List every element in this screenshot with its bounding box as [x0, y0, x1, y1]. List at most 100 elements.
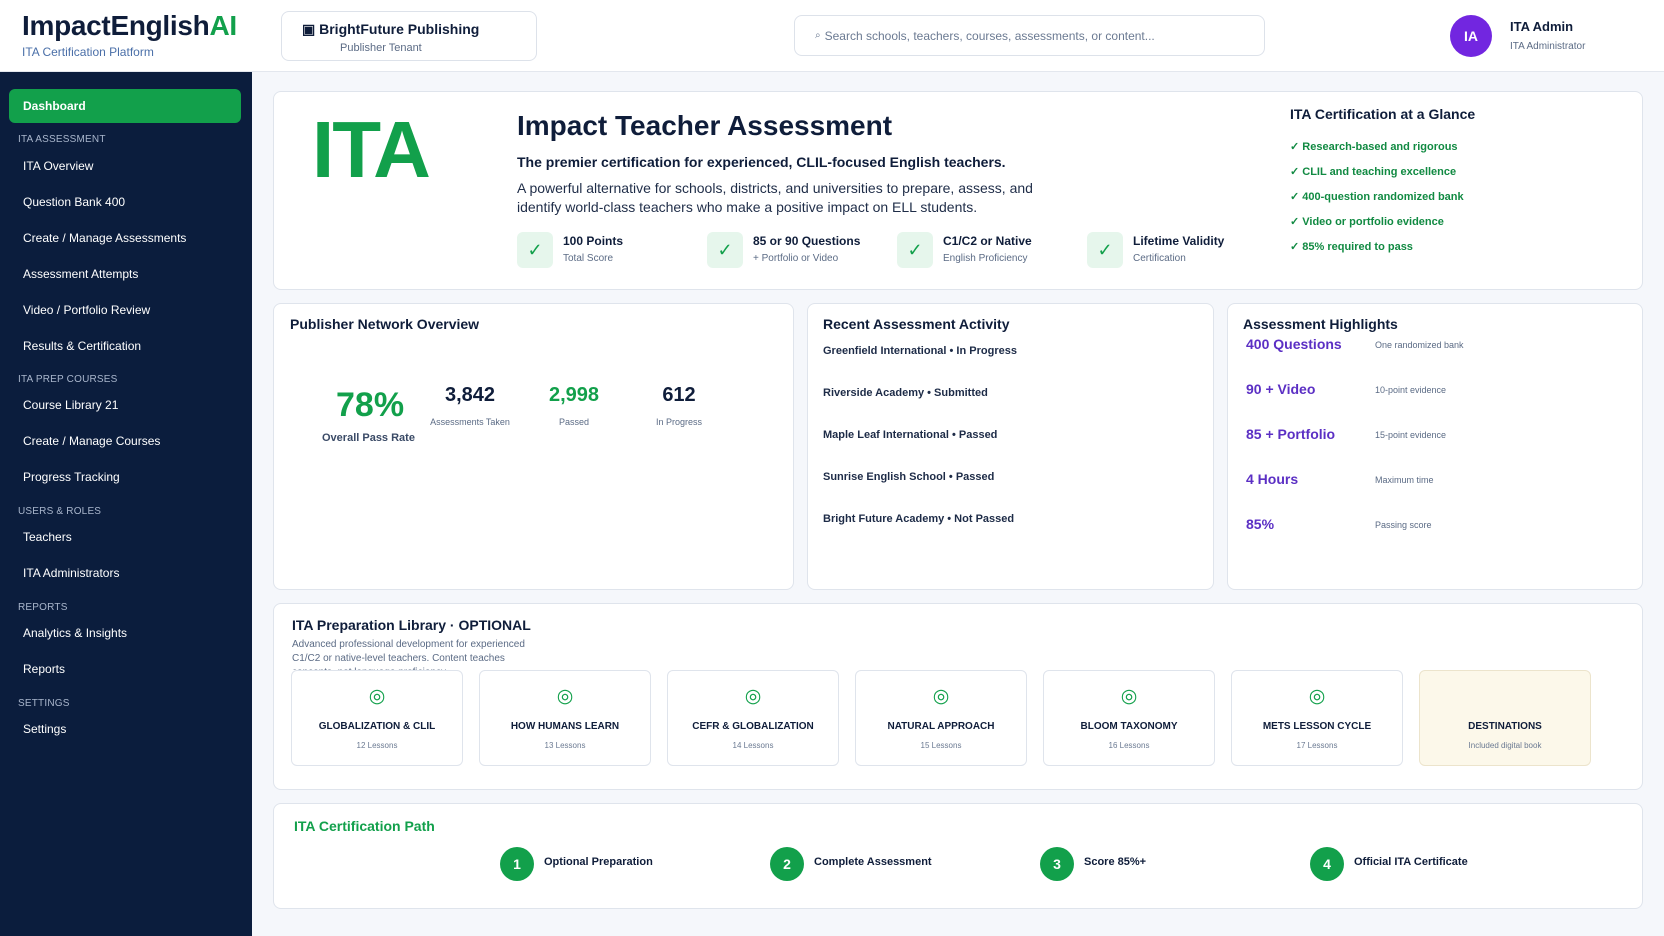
metric-passed: 2,998 Passed: [524, 384, 624, 427]
course-card-bloom-taxonomy[interactable]: ◎ BLOOM TAXONOMY 16 Lessons: [1043, 670, 1215, 766]
sidebar-item-ita-administrators[interactable]: ITA Administrators: [23, 566, 120, 580]
stat-sub: Total Score: [563, 253, 614, 264]
sidebar-item-video-portfolio-review[interactable]: Video / Portfolio Review: [23, 303, 151, 317]
metric-in-progress: 612 In Progress: [629, 384, 729, 427]
course-lessons: 12 Lessons: [356, 741, 398, 750]
sidebar-section-ita-prep-courses: ITA PREP COURSES: [18, 374, 118, 385]
course-card-cefr-globalization[interactable]: ◎ CEFR & GLOBALIZATION 14 Lessons: [667, 670, 839, 766]
activity-item[interactable]: Riverside Academy • Submitted: [823, 387, 988, 399]
activity-item[interactable]: Sunrise English School • Passed: [823, 471, 995, 483]
sidebar-item-results-certification[interactable]: Results & Certification: [23, 339, 142, 353]
highlight-sub: Maximum time: [1375, 475, 1434, 485]
card-title: Publisher Network Overview: [290, 316, 480, 332]
library-description: Advanced professional development for ex…: [292, 639, 525, 670]
ita-hero-card: ITA Impact Teacher Assessment The premie…: [273, 91, 1643, 290]
sidebar: Dashboard ITA ASSESSMENT ITA Overview Qu…: [0, 72, 252, 936]
highlight-sub: 15-point evidence: [1375, 430, 1447, 440]
step-label: Score 85%+: [1084, 856, 1147, 868]
course-title: CEFR & GLOBALIZATION: [692, 721, 814, 732]
highlight-sub: One randomized bank: [1375, 340, 1464, 350]
search-placeholder: Search schools, teachers, courses, asses…: [824, 28, 1155, 43]
stat-sub: Certification: [1133, 253, 1186, 264]
target-icon: ◎: [1120, 686, 1138, 707]
sidebar-item-progress-tracking[interactable]: Progress Tracking: [23, 470, 120, 484]
card-title: Recent Assessment Activity: [823, 316, 1010, 332]
prep-library-card: ITA Preparation Library · OPTIONAL Advan…: [273, 603, 1643, 790]
sidebar-item-question-bank[interactable]: Question Bank 400: [23, 195, 126, 209]
metric-value: 3,842: [444, 384, 496, 406]
activity-item[interactable]: Bright Future Academy • Not Passed: [823, 513, 1015, 525]
course-card-mets-lesson-cycle[interactable]: ◎ METS LESSON CYCLE 17 Lessons: [1231, 670, 1403, 766]
ita-logo: ITA: [312, 105, 431, 194]
global-search-input[interactable]: ⌕ Search schools, teachers, courses, ass…: [794, 15, 1265, 56]
top-header: ImpactEnglishAI ITA Certification Platfo…: [0, 0, 1664, 72]
metric-assessments-taken: 3,842 Assessments Taken: [420, 384, 520, 427]
course-title: GLOBALIZATION & CLIL: [318, 721, 436, 732]
target-icon: ◎: [1308, 686, 1326, 707]
hero-description: A powerful alternative for schools, dist…: [517, 180, 1033, 215]
sidebar-item-manage-courses[interactable]: Create / Manage Courses: [23, 434, 161, 448]
sidebar-section-settings: SETTINGS: [18, 698, 70, 709]
target-icon: ◎: [744, 686, 762, 707]
course-title: METS LESSON CYCLE: [1262, 721, 1372, 732]
card-title: Assessment Highlights: [1243, 316, 1398, 332]
stat-label: Lifetime Validity: [1133, 234, 1225, 248]
highlight-value: 90 + Video: [1246, 381, 1316, 397]
target-icon: ◎: [556, 686, 574, 707]
stat-sub: English Proficiency: [943, 253, 1028, 264]
highlight-value: 400 Questions: [1246, 336, 1342, 352]
tenant-subtitle: Publisher Tenant: [340, 42, 422, 54]
sidebar-item-analytics[interactable]: Analytics & Insights: [23, 626, 128, 640]
certification-path-card: ITA Certification Path 1 Optional Prepar…: [273, 803, 1643, 909]
sidebar-item-reports[interactable]: Reports: [23, 662, 66, 676]
check-icon: ✓: [897, 232, 933, 268]
highlight-value: 85%: [1246, 516, 1275, 532]
page-title: Impact Teacher Assessment: [517, 110, 893, 141]
brand-name-ai: AI: [209, 10, 237, 41]
user-role: ITA Administrator: [1510, 41, 1586, 52]
course-lessons: 17 Lessons: [1296, 741, 1338, 750]
user-name[interactable]: ITA Admin: [1510, 19, 1574, 34]
course-title: NATURAL APPROACH: [887, 721, 995, 732]
hero-tagline: The premier certification for experience…: [517, 154, 1006, 170]
highlight-value: 4 Hours: [1246, 471, 1299, 487]
metric-label: Passed: [558, 417, 590, 427]
glance-title: ITA Certification at a Glance: [1290, 106, 1476, 122]
tenant-name: ▣ BrightFuture Publishing: [302, 21, 479, 38]
sidebar-section-ita-assessment: ITA ASSESSMENT: [18, 134, 106, 145]
recent-activity-card: Recent Assessment Activity Greenfield In…: [807, 303, 1214, 590]
check-icon: ✓: [1087, 232, 1123, 268]
sidebar-item-settings[interactable]: Settings: [23, 722, 67, 736]
course-lessons: 15 Lessons: [920, 741, 962, 750]
brand-subtitle: ITA Certification Platform: [22, 45, 154, 59]
sidebar-item-teachers[interactable]: Teachers: [23, 530, 72, 544]
avatar[interactable]: IA: [1450, 15, 1492, 57]
glance-item: ✓ 85% required to pass: [1290, 241, 1413, 253]
sidebar-item-assessment-attempts[interactable]: Assessment Attempts: [23, 267, 139, 281]
highlight-value: 85 + Portfolio: [1246, 426, 1336, 442]
course-card-destinations[interactable]: DESTINATIONS Included digital book: [1419, 670, 1591, 766]
sidebar-section-reports: REPORTS: [18, 602, 68, 613]
sidebar-item-ita-overview[interactable]: ITA Overview: [23, 159, 94, 173]
stat-label: 100 Points: [563, 234, 624, 248]
course-lessons: Included digital book: [1468, 741, 1542, 750]
course-title: BLOOM TAXONOMY: [1080, 721, 1178, 732]
course-card-natural-approach[interactable]: ◎ NATURAL APPROACH 15 Lessons: [855, 670, 1027, 766]
glance-item: ✓ Video or portfolio evidence: [1290, 216, 1444, 228]
course-card-globalization-clil[interactable]: ◎ GLOBALIZATION & CLIL 12 Lessons: [291, 670, 463, 766]
activity-item[interactable]: Greenfield International • In Progress: [823, 345, 1017, 357]
assessment-highlights-card: Assessment Highlights 400 Questions One …: [1227, 303, 1643, 590]
course-card-how-humans-learn[interactable]: ◎ HOW HUMANS LEARN 13 Lessons: [479, 670, 651, 766]
activity-item[interactable]: Maple Leaf International • Passed: [823, 429, 998, 441]
stat-sub: + Portfolio or Video: [753, 253, 839, 264]
course-lessons: 13 Lessons: [544, 741, 586, 750]
course-lessons: 14 Lessons: [732, 741, 774, 750]
step-label: Complete Assessment: [814, 856, 932, 868]
check-icon: ✓: [517, 232, 553, 268]
highlight-sub: Passing score: [1375, 520, 1432, 530]
brand[interactable]: ImpactEnglishAI ITA Certification Platfo…: [22, 10, 237, 59]
sidebar-item-manage-assessments[interactable]: Create / Manage Assessments: [23, 231, 187, 245]
tenant-switcher[interactable]: ▣ BrightFuture Publishing Publisher Tena…: [281, 11, 537, 61]
sidebar-item-dashboard[interactable]: Dashboard: [9, 89, 241, 123]
sidebar-item-course-library[interactable]: Course Library 21: [23, 398, 119, 412]
